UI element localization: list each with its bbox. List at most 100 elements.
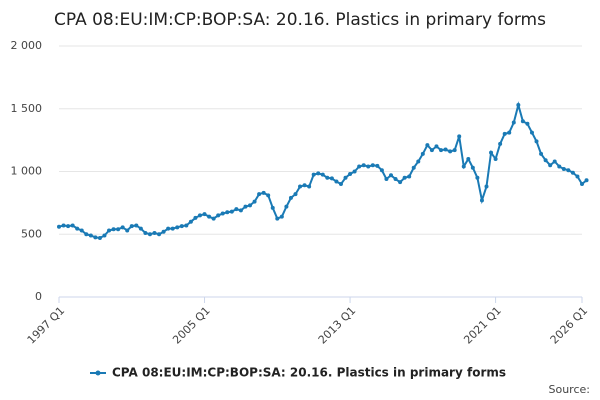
data-point <box>489 150 494 155</box>
data-point <box>134 223 139 228</box>
data-point <box>170 226 175 231</box>
data-point <box>88 233 93 238</box>
data-point <box>193 215 198 220</box>
data-point <box>584 178 589 183</box>
data-point <box>288 195 293 200</box>
data-point <box>116 227 121 232</box>
data-point <box>152 230 157 235</box>
data-point <box>502 131 507 136</box>
data-point <box>184 223 189 228</box>
data-point <box>466 156 471 161</box>
chart-title: CPA 08:EU:IM:CP:BOP:SA: 20.16. Plastics … <box>54 10 546 30</box>
data-point <box>388 173 393 178</box>
x-tick-label: 1997 Q1 <box>25 304 68 347</box>
y-tick-label: 2 000 <box>11 39 43 52</box>
data-point <box>270 205 275 210</box>
data-point <box>307 184 312 189</box>
data-point <box>398 180 403 185</box>
data-point <box>548 163 553 168</box>
data-point <box>120 225 125 230</box>
data-point <box>348 172 353 177</box>
data-point <box>429 148 434 153</box>
data-point <box>266 193 271 198</box>
data-point <box>229 209 234 214</box>
data-point <box>575 174 580 179</box>
data-point <box>411 165 416 170</box>
data-point <box>520 119 525 124</box>
data-point <box>316 171 321 176</box>
data-point <box>275 216 280 221</box>
data-point <box>338 182 343 187</box>
data-point <box>66 224 71 229</box>
data-point <box>252 199 257 204</box>
data-point <box>516 102 521 107</box>
data-point <box>138 226 143 231</box>
data-point <box>57 224 61 229</box>
data-point <box>484 184 489 189</box>
data-point <box>525 121 530 126</box>
data-point <box>293 192 298 197</box>
data-point <box>298 184 303 189</box>
data-point <box>143 230 148 235</box>
data-point <box>284 204 289 209</box>
y-tick-label: 500 <box>21 227 42 240</box>
data-point <box>238 208 243 213</box>
data-point <box>443 147 448 152</box>
data-point <box>407 174 412 179</box>
data-point <box>357 164 362 169</box>
data-point <box>102 233 107 238</box>
data-point <box>234 207 239 212</box>
data-point <box>157 232 162 237</box>
data-point <box>188 219 193 224</box>
data-point <box>220 211 225 216</box>
data-point <box>370 163 375 168</box>
data-point <box>461 164 466 169</box>
data-point <box>539 151 544 156</box>
data-point <box>207 214 212 219</box>
data-point <box>561 166 566 171</box>
data-point <box>580 182 584 187</box>
data-point <box>366 164 371 169</box>
data-point <box>334 179 339 184</box>
data-point <box>420 151 425 156</box>
data-point <box>75 226 80 231</box>
data-point <box>61 223 66 228</box>
x-tick-label: 2005 Q1 <box>170 304 213 347</box>
data-point <box>179 224 184 229</box>
x-tick-label: 2021 Q1 <box>461 304 504 347</box>
data-point <box>448 149 453 154</box>
data-point <box>439 148 444 153</box>
data-point <box>166 226 171 231</box>
data-point <box>125 228 130 233</box>
data-point <box>511 120 516 125</box>
data-point <box>566 168 571 173</box>
data-point <box>529 130 534 135</box>
data-point <box>111 227 116 232</box>
data-point <box>216 213 221 218</box>
data-point <box>279 214 284 219</box>
data-point <box>84 232 89 237</box>
data-point <box>79 228 84 233</box>
data-point <box>552 159 557 164</box>
data-point <box>384 177 389 182</box>
x-tick-label: 2013 Q1 <box>316 304 359 347</box>
data-point <box>175 225 180 230</box>
y-tick-label: 0 <box>35 290 42 303</box>
data-point <box>225 210 230 215</box>
data-point <box>375 163 380 168</box>
data-point <box>302 183 307 188</box>
data-point <box>197 213 202 218</box>
data-point <box>261 190 266 195</box>
data-point <box>320 172 325 177</box>
data-point <box>147 232 152 237</box>
data-point <box>534 139 539 144</box>
data-point <box>70 223 75 228</box>
data-point <box>493 156 498 161</box>
data-point <box>161 229 166 234</box>
data-point <box>97 236 102 241</box>
data-point <box>570 170 575 175</box>
data-point <box>257 192 262 197</box>
data-point <box>243 204 248 209</box>
data-point <box>311 172 316 177</box>
source: Source: <box>549 383 591 396</box>
